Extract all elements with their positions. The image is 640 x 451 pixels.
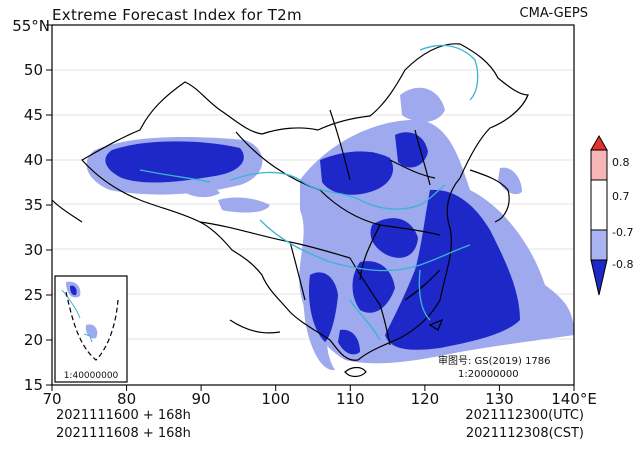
lat-tick-label: 50 (24, 61, 43, 79)
colorbar-segment (590, 179, 608, 231)
lat-tick-label: 35 (24, 196, 43, 214)
valid-time-cst: 2021112308(CST) (465, 426, 584, 441)
init-time-cst: 2021111608 + 168h (56, 426, 191, 441)
lon-tick-label: 100 (261, 390, 290, 408)
colorbar-label: -0.8 (612, 258, 633, 271)
lon-tick-label: 90 (192, 390, 211, 408)
model-source-label: CMA-GEPS (519, 6, 588, 21)
lat-tick-label: 15 (24, 376, 43, 394)
colorbar-segment (590, 149, 608, 181)
colorbar-label: 0.7 (612, 190, 630, 203)
lat-tick-label: 20 (24, 331, 43, 349)
lat-tick-label: 30 (24, 241, 43, 259)
colorbar-segment-low (590, 259, 608, 296)
lon-tick-label: 140°E (551, 390, 597, 408)
colorbar: 0.8 0.7 -0.7 -0.8 (590, 134, 633, 296)
colorbar-segment-high (590, 134, 608, 151)
map-scale-label: 1:20000000 (458, 369, 519, 380)
colorbar-label: 0.8 (612, 156, 630, 169)
lon-tick-label: 70 (42, 390, 61, 408)
lat-tick-label: 25 (24, 286, 43, 304)
longitude-labels: 70 80 90 100 110 120 130 140°E (42, 390, 596, 408)
lon-tick-label: 120 (411, 390, 440, 408)
lat-tick-label: 45 (24, 106, 43, 124)
inset-map: 1:40000000 (54, 275, 128, 383)
lon-tick-label: 130 (485, 390, 514, 408)
map-title: Extreme Forecast Index for T2m (52, 6, 302, 24)
colorbar-label: -0.7 (612, 226, 633, 239)
lat-tick-label: 55°N (12, 17, 50, 35)
lat-tick-label: 40 (24, 151, 43, 169)
inset-scale-label: 1:40000000 (64, 371, 119, 381)
lon-tick-label: 110 (336, 390, 365, 408)
axis-tick-marks (46, 24, 575, 391)
rivers (139, 44, 479, 341)
lon-tick-label: 80 (117, 390, 136, 408)
latitude-labels: 15 20 25 30 35 40 45 50 55°N (12, 17, 50, 394)
init-time-utc: 2021111600 + 168h (56, 408, 191, 423)
colorbar-segment (590, 229, 608, 261)
review-number-label: 审图号: GS(2019) 1786 (438, 354, 551, 367)
valid-time-utc: 2021112300(UTC) (465, 408, 584, 423)
china-boundary (52, 43, 529, 378)
efi-dark-blue-areas (105, 132, 520, 355)
